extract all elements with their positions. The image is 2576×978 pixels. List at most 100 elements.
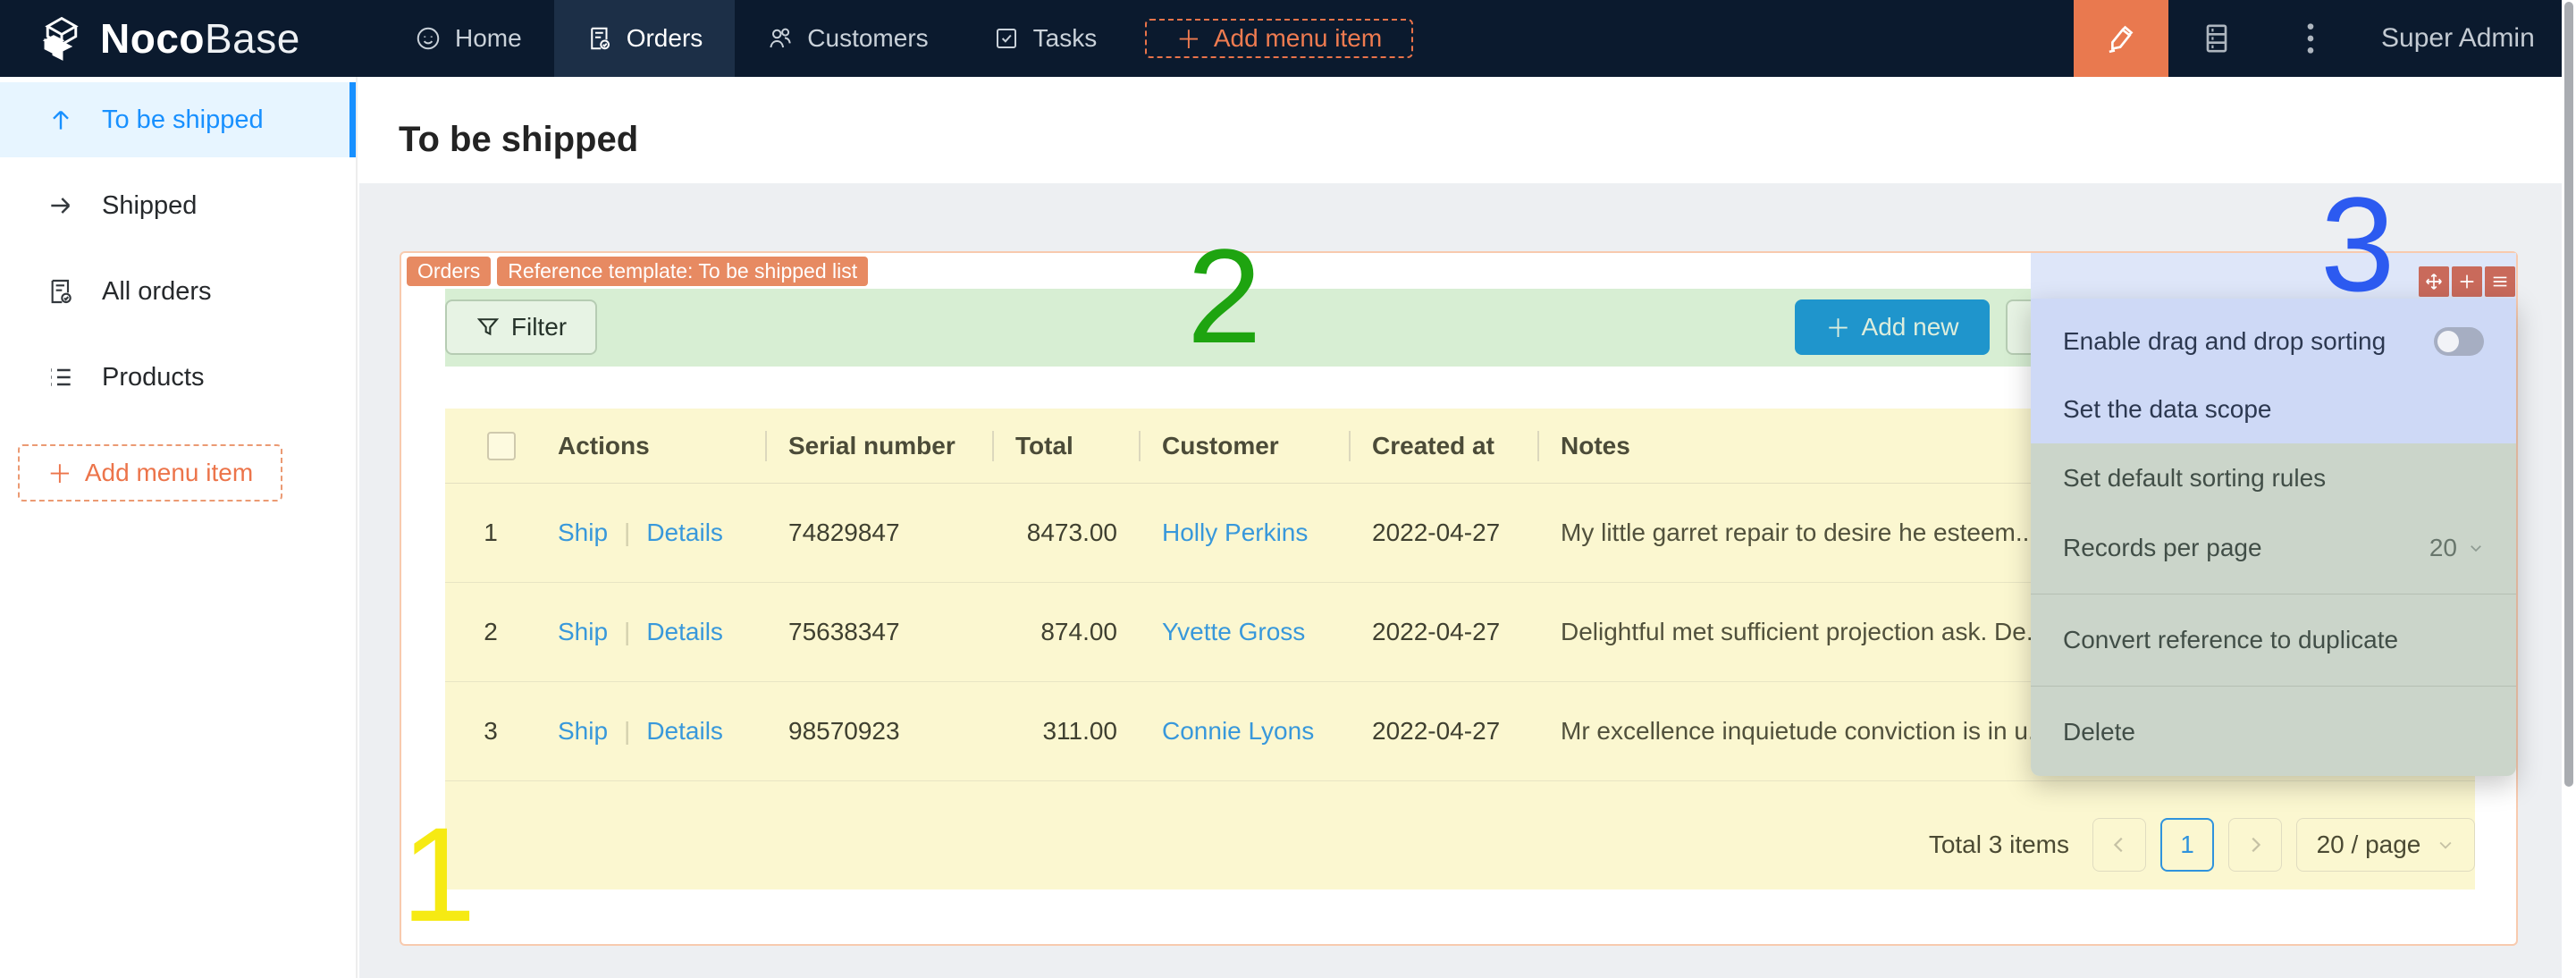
nav-item-orders[interactable]: Orders [553, 0, 736, 77]
notes-cell: My little garret repair to desire he est… [1561, 519, 2037, 546]
column-header-serial-number[interactable]: Serial number [767, 409, 994, 484]
serial-number-cell: 74829847 [788, 519, 900, 546]
filter-button[interactable]: Filter [445, 299, 597, 355]
plus-icon: ＋ [1825, 315, 1851, 342]
records-per-page-select[interactable]: 20 [2429, 534, 2484, 562]
page-size-select[interactable]: 20 / page [2296, 818, 2475, 872]
scrollbar-thumb[interactable] [2564, 2, 2573, 787]
customer-cell: Holly Perkins [1141, 519, 1351, 547]
customer-link[interactable]: Connie Lyons [1162, 717, 1315, 745]
annotation-number-3: 3 [2320, 169, 2395, 319]
menu-item-delete[interactable]: Delete [2063, 718, 2135, 746]
sidebar-item-all-orders[interactable]: All orders [0, 254, 356, 329]
list-icon [46, 363, 75, 392]
row-index: 1 [484, 519, 498, 546]
menu-item-set-data-scope[interactable]: Set the data scope [2063, 395, 2272, 423]
arrow-right-icon [46, 191, 75, 220]
user-menu[interactable]: Super Admin [2381, 23, 2535, 53]
table-row: 2 Ship | Details 75638347 874.00 Yvette Gr… [445, 583, 2475, 682]
chevron-down-icon [2468, 540, 2484, 556]
details-link[interactable]: Details [646, 618, 723, 645]
next-page-button[interactable] [2228, 818, 2282, 872]
previous-page-button[interactable] [2092, 818, 2146, 872]
customers-icon [767, 25, 794, 52]
top-navbar: NocoBase Home Orders [0, 0, 2562, 77]
drag-handle-button[interactable] [2419, 266, 2449, 297]
nav-item-tasks[interactable]: Tasks [961, 0, 1130, 77]
add-new-button[interactable]: ＋ Add new [1795, 299, 1990, 355]
ship-link[interactable]: Ship [558, 717, 609, 745]
block-tags: Orders Reference template: To be shipped… [407, 257, 869, 286]
total-cell: 311.00 [1042, 717, 1117, 745]
notes-cell: Delightful met sufficient projection ask… [1561, 618, 2048, 645]
database-icon-button[interactable] [2197, 19, 2236, 58]
database-icon [2199, 21, 2235, 56]
page-number-button[interactable]: 1 [2160, 818, 2214, 872]
menu-bars-icon [2490, 272, 2510, 291]
customer-link[interactable]: Holly Perkins [1162, 519, 1309, 546]
highlighter-icon [2102, 20, 2140, 57]
created-at-cell: 2022-04-27 [1372, 618, 1501, 645]
column-header-customer[interactable]: Customer [1141, 409, 1351, 484]
block-settings-menu: Enable drag and drop sorting Set the dat… [2031, 299, 2516, 776]
arrow-up-icon [46, 105, 75, 134]
more-options-button[interactable] [2295, 19, 2326, 58]
orders-icon [46, 277, 75, 306]
reference-template-tag: Reference template: To be shipped list [497, 257, 869, 286]
row-index: 3 [484, 717, 498, 745]
menu-item-enable-drag-sorting[interactable]: Enable drag and drop sorting [2031, 308, 2516, 375]
row-actions: Ship | Details [558, 519, 723, 546]
cube-icon [38, 14, 86, 63]
chevron-left-icon [2109, 835, 2129, 855]
column-header-notes[interactable]: Notes [1561, 432, 1630, 459]
created-at-cell: 2022-04-27 [1372, 717, 1501, 745]
row-actions: Ship | Details [558, 618, 723, 645]
plus-icon: ＋ [46, 460, 72, 488]
add-block-button[interactable] [2452, 266, 2482, 297]
plus-icon [2457, 272, 2477, 291]
block-settings-button[interactable] [2485, 266, 2515, 297]
collection-tag: Orders [407, 257, 492, 286]
logo-text: NocoBase [100, 15, 300, 62]
menu-item-set-default-sorting-rules[interactable]: Set default sorting rules [2063, 464, 2327, 492]
filter-icon [476, 315, 501, 340]
sidebar-item-label: All orders [102, 276, 212, 306]
chevron-down-icon [2437, 836, 2454, 854]
column-header-total[interactable]: Total [994, 409, 1141, 484]
sidebar-item-to-be-shipped[interactable]: To be shipped [0, 82, 356, 157]
table-row: 1 Ship | Details 74829847 8473.00 Holly Pe… [445, 484, 2475, 583]
nav-item-label: Home [455, 24, 522, 52]
details-link[interactable]: Details [646, 717, 723, 745]
ship-link[interactable]: Ship [558, 618, 609, 645]
orders-icon [586, 25, 613, 52]
main-menu: Home Orders Customers [383, 0, 1129, 77]
menu-item-convert-reference-to-duplicate[interactable]: Convert reference to duplicate [2063, 626, 2399, 653]
smiley-icon [415, 25, 442, 52]
nocobase-logo[interactable]: NocoBase [38, 0, 300, 77]
customer-link[interactable]: Yvette Gross [1162, 618, 1306, 645]
menu-item-records-per-page[interactable]: Records per page 20 [2031, 513, 2516, 583]
nav-item-customers[interactable]: Customers [735, 0, 960, 77]
kebab-icon [2306, 21, 2315, 56]
ui-editor-button[interactable] [2074, 0, 2168, 77]
total-cell: 874.00 [1040, 618, 1117, 645]
nav-item-home[interactable]: Home [383, 0, 554, 77]
sidebar-item-shipped[interactable]: Shipped [0, 168, 356, 243]
serial-number-cell: 75638347 [788, 618, 900, 645]
details-link[interactable]: Details [646, 519, 723, 546]
annotation-number-2: 2 [1187, 221, 1262, 371]
customer-cell: Yvette Gross [1141, 618, 1351, 646]
sidebar-item-products[interactable]: Products [0, 340, 356, 415]
sidebar-add-menu-item-button[interactable]: ＋ Add menu item [18, 444, 282, 502]
select-all-checkbox[interactable] [487, 432, 516, 460]
nav-add-menu-item-button[interactable]: ＋ Add menu item [1145, 19, 1413, 58]
sidebar-item-label: To be shipped [102, 105, 264, 134]
column-header-actions[interactable]: Actions [536, 409, 767, 484]
ship-link[interactable]: Ship [558, 519, 609, 546]
drag-sorting-toggle[interactable] [2434, 327, 2484, 356]
nav-item-label: Orders [626, 24, 703, 52]
column-header-created-at[interactable]: Created at [1351, 409, 1539, 484]
block-designer-toolbar [2419, 266, 2515, 297]
page-title: To be shipped [399, 120, 639, 159]
scrollbar-track[interactable] [2562, 0, 2576, 978]
